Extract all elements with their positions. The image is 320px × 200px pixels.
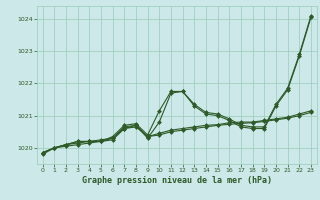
X-axis label: Graphe pression niveau de la mer (hPa): Graphe pression niveau de la mer (hPa) xyxy=(82,176,272,185)
